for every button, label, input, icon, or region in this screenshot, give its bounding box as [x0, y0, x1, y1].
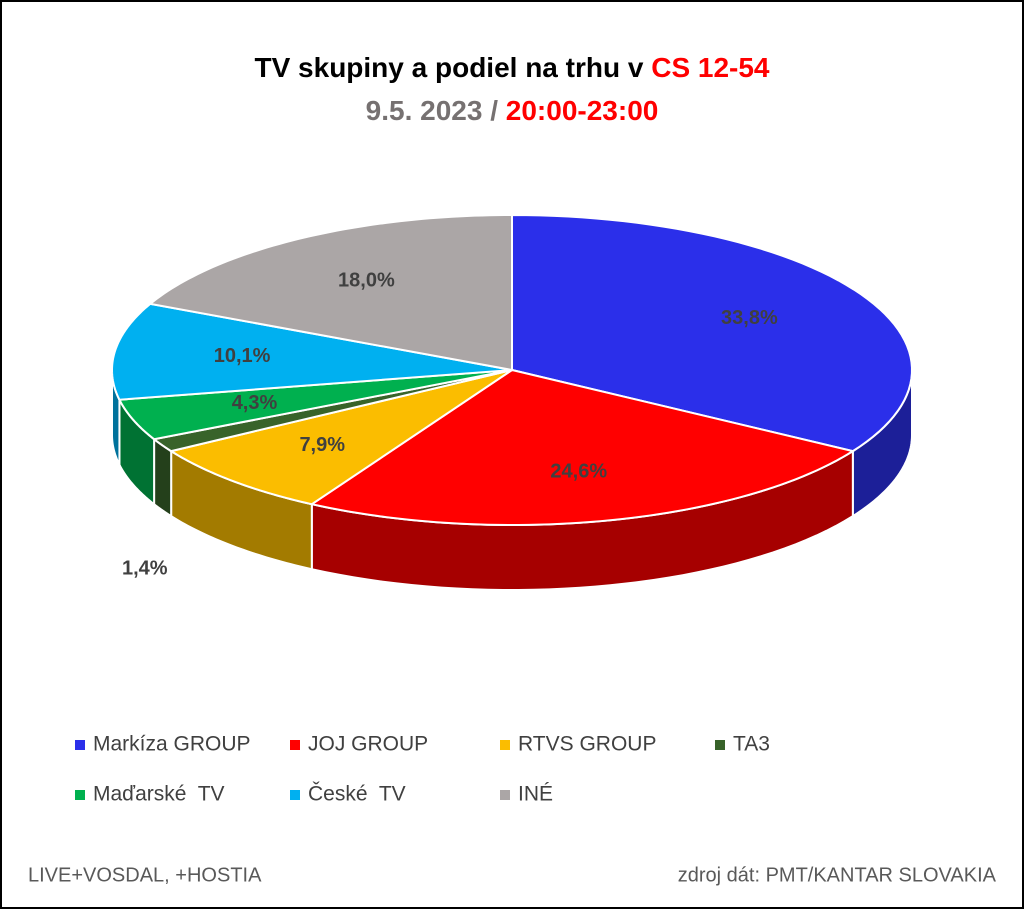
legend-label: TA3: [733, 733, 770, 756]
slice-side: [153, 437, 173, 518]
slice: [111, 302, 513, 401]
legend-swatch: [290, 740, 300, 750]
title-part: TV skupiny a podiel na trhu v: [254, 52, 643, 83]
legend-swatch: [715, 740, 725, 750]
chart-subtitle: 9.5. 2023 / 20:00-23:00: [366, 95, 659, 126]
legend-label: Maďarské TV: [93, 783, 225, 806]
legend-swatch: [500, 740, 510, 750]
data-label: 4,3%: [232, 392, 278, 414]
data-label: 1,4%: [122, 557, 168, 579]
title-part: CS 12-54: [651, 52, 770, 83]
slice: [151, 369, 513, 453]
data-label: 7,9%: [299, 434, 345, 456]
note: zdroj dát: PMT/KANTAR SLOVAKIA: [678, 864, 997, 886]
legend-label: RTVS GROUP: [518, 733, 656, 756]
legend-label: České TV: [308, 783, 406, 806]
data-label: 18,0%: [338, 269, 395, 291]
legend-swatch: [75, 740, 85, 750]
legend-label: INÉ: [518, 783, 553, 806]
slice: [309, 368, 856, 526]
note: LIVE+VOSDAL, +HOSTIA: [28, 864, 262, 886]
legend-swatch: [290, 790, 300, 800]
legend-label: JOJ GROUP: [308, 733, 428, 756]
data-label: 10,1%: [214, 345, 271, 367]
slice: [147, 213, 513, 372]
subtitle-part: 9.5. 2023 /: [366, 95, 499, 126]
legend-swatch: [500, 790, 510, 800]
subtitle-part: 20:00-23:00: [506, 95, 659, 126]
slice: [511, 213, 913, 453]
data-label: 24,6%: [550, 460, 607, 482]
legend-swatch: [75, 790, 85, 800]
slice: [168, 369, 513, 506]
legend-label: Markíza GROUP: [93, 733, 251, 756]
slice: [117, 369, 513, 441]
chart-title: TV skupiny a podiel na trhu v CS 12-54: [254, 52, 769, 83]
data-label: 33,8%: [721, 307, 778, 329]
